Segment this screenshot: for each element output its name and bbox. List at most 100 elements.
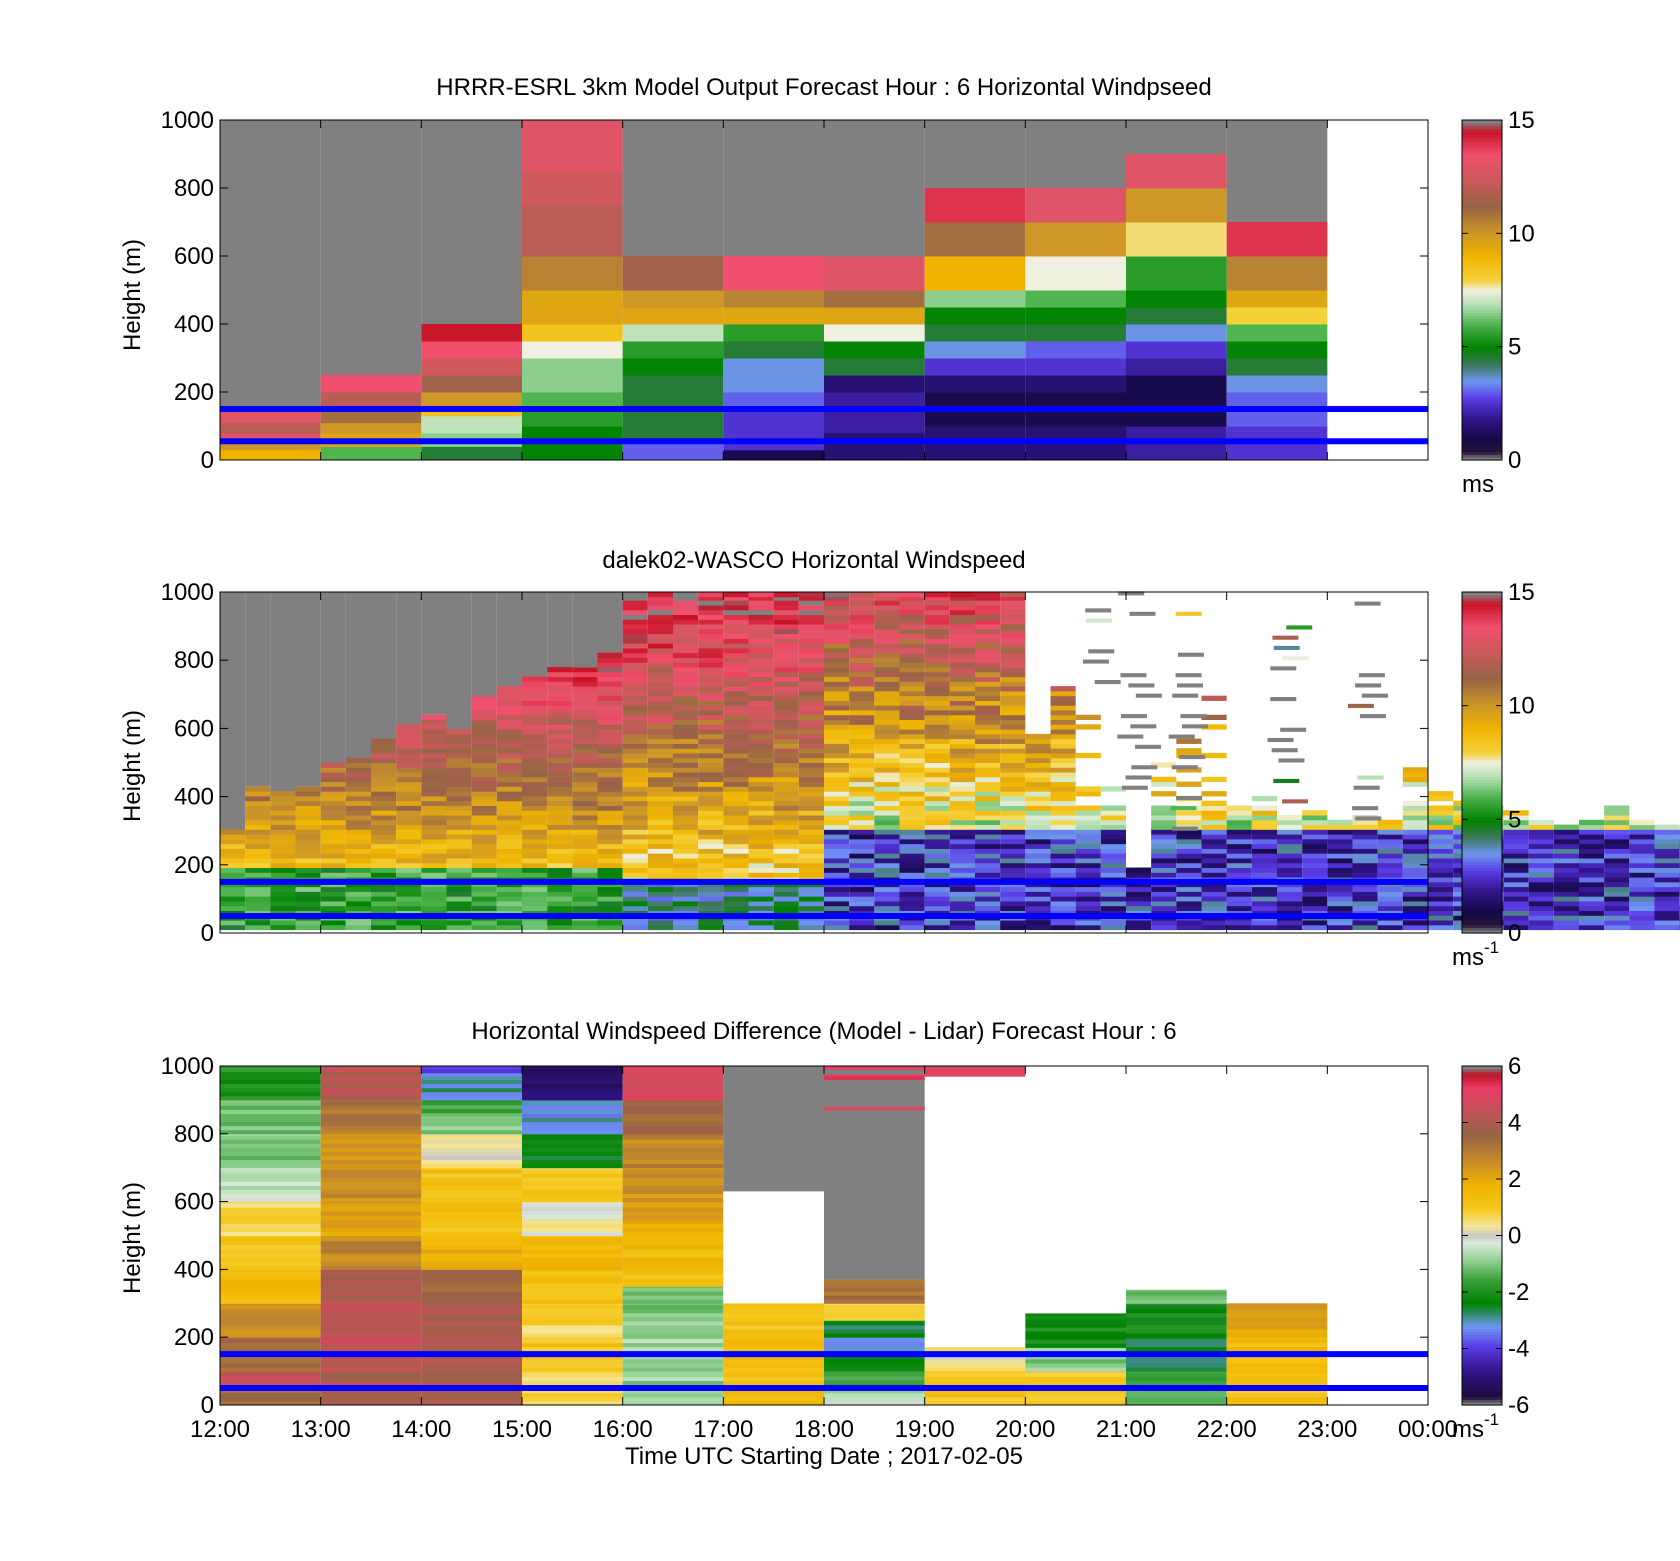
heatmap-cell: [1277, 815, 1303, 821]
heatmap-cell: [975, 762, 1001, 768]
heatmap-cell: [798, 604, 824, 611]
heatmap-cell: [1251, 853, 1277, 859]
heatmap-cell: [673, 686, 699, 692]
colorbar-segment: [1462, 788, 1502, 792]
heatmap-cell: [295, 810, 321, 816]
heatmap-cell: [597, 700, 623, 706]
colorbar-segment: [1462, 1179, 1502, 1183]
heatmap-cell: [622, 733, 648, 740]
heatmap-cell: [622, 1121, 724, 1127]
heatmap-cell: [1251, 843, 1277, 849]
heatmap-cell: [572, 705, 598, 711]
heatmap-cell: [849, 709, 875, 716]
heatmap-cell: [421, 1337, 522, 1340]
heatmap-cell: [522, 1291, 623, 1296]
heatmap-cell: [849, 592, 875, 598]
heatmap-cell: [1528, 881, 1554, 888]
heatmap-cell: [1025, 1322, 1126, 1328]
heatmap-cell: [1025, 795, 1051, 802]
heatmap-cell: [320, 1197, 422, 1203]
colorbar-segment: [1462, 355, 1502, 359]
colorbar-segment: [1462, 893, 1502, 897]
heatmap-cell: [975, 800, 1001, 806]
heatmap-cell: [949, 738, 975, 744]
heatmap-cell: [547, 709, 573, 716]
heatmap-cell: [1402, 805, 1428, 811]
heatmap-cell: [522, 1376, 623, 1382]
heatmap-cell: [522, 1066, 623, 1068]
heatmap-cell: [622, 1173, 724, 1178]
heatmap-cell: [723, 604, 749, 611]
heatmap-cell: [698, 671, 724, 678]
heatmap-cell: [798, 733, 824, 740]
heatmap-cell: [924, 222, 1026, 257]
heatmap-cell: [1302, 829, 1328, 835]
colorbar-segment: [1462, 1311, 1502, 1316]
heatmap-cell: [874, 781, 900, 787]
heatmap-cell: [421, 1231, 522, 1236]
heatmap-cell: [421, 815, 447, 821]
heatmap-cell: [572, 714, 598, 721]
colorbar-segment: [1462, 884, 1502, 889]
heatmap-cell: [522, 824, 548, 830]
heatmap-cell: [471, 819, 497, 826]
heatmap-cell: [421, 1201, 522, 1204]
heatmap-cell: [1226, 1371, 1328, 1373]
heatmap-cell: [245, 920, 271, 926]
heatmap-cell: [924, 800, 950, 806]
colorbar-segment: [1462, 1255, 1502, 1259]
heatmap-cell: [421, 819, 447, 826]
heatmap-cell: [647, 815, 673, 821]
heatmap-cell: [1503, 905, 1529, 911]
heatmap-cell: [899, 695, 925, 701]
heatmap-cell: [622, 1215, 724, 1220]
heatmap-cell: [1377, 819, 1403, 826]
colorbar-segment: [1462, 1193, 1502, 1197]
heatmap-cell: [773, 671, 799, 678]
heatmap-cell: [622, 1380, 724, 1386]
missing-cell: [597, 592, 623, 654]
heatmap-cell: [723, 853, 749, 859]
heatmap-cell: [824, 862, 850, 869]
heatmap-cell: [748, 819, 774, 826]
heatmap-cell: [597, 848, 623, 854]
heatmap-cell: [345, 848, 371, 854]
heatmap-cell: [320, 1303, 422, 1306]
heatmap-cell: [320, 1189, 422, 1194]
heatmap-cell: [622, 1270, 724, 1275]
heatmap-cell: [1428, 791, 1454, 797]
heatmap-cell: [496, 886, 522, 892]
heatmap-cell: [1000, 695, 1026, 701]
heatmap-cell: [1528, 905, 1554, 911]
heatmap-cell: [824, 324, 925, 342]
heatmap-cell: [1377, 853, 1403, 859]
heatmap-cell: [220, 1304, 321, 1310]
colorbar-segment: [1462, 335, 1502, 339]
heatmap-cell: [824, 1316, 925, 1321]
heatmap-cell: [723, 643, 749, 649]
heatmap-cell: [1226, 1358, 1328, 1364]
heatmap-cell: [874, 829, 900, 835]
heatmap-cell: [849, 815, 875, 821]
heatmap-cell: [1050, 872, 1076, 878]
heatmap-cell: [1277, 924, 1303, 931]
heatmap-cell: [698, 714, 724, 721]
heatmap-cell: [597, 733, 623, 740]
heatmap-cell: [924, 657, 950, 663]
heatmap-cell: [673, 662, 699, 668]
heatmap-cell: [874, 719, 900, 725]
heatmap-cell: [824, 924, 850, 931]
heatmap-cell: [220, 1282, 321, 1288]
heatmap-cell: [773, 676, 799, 682]
heatmap-cell: [1126, 1342, 1227, 1348]
heatmap-cell: [1553, 900, 1579, 907]
heatmap-cell: [1135, 693, 1162, 698]
heatmap-cell: [1000, 810, 1026, 816]
heatmap-cell: [220, 834, 246, 840]
heatmap-cell: [673, 767, 699, 773]
heatmap-cell: [1352, 857, 1378, 864]
heatmap-cell: [899, 800, 925, 806]
heatmap-cell: [522, 1227, 623, 1232]
heatmap-cell: [622, 757, 648, 763]
heatmap-cell: [723, 838, 749, 845]
